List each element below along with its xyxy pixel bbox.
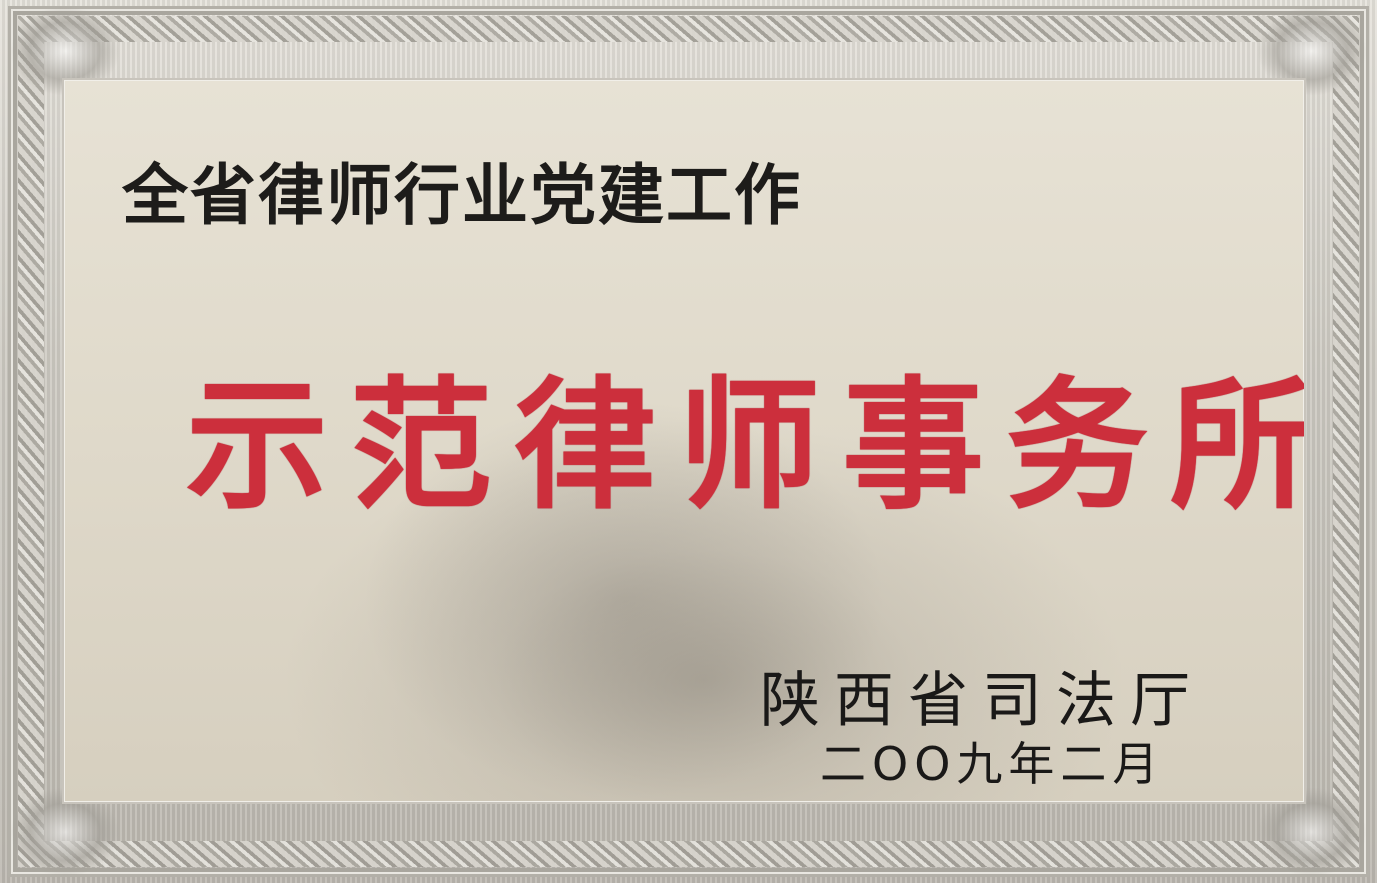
plaque-heading: 全省律师行业党建工作 (122, 157, 802, 234)
award-title: 示范律师事务所 (186, 363, 1306, 529)
plaque-frame (8, 6, 1369, 877)
issue-date: 二OO九年二月 (820, 737, 1165, 791)
plaque-panel: 全省律师行业党建工作 示范律师事务所 陕西省司法厅 二OO九年二月 (62, 78, 1306, 804)
issuer-name: 陕西省司法厅 (760, 666, 1204, 736)
